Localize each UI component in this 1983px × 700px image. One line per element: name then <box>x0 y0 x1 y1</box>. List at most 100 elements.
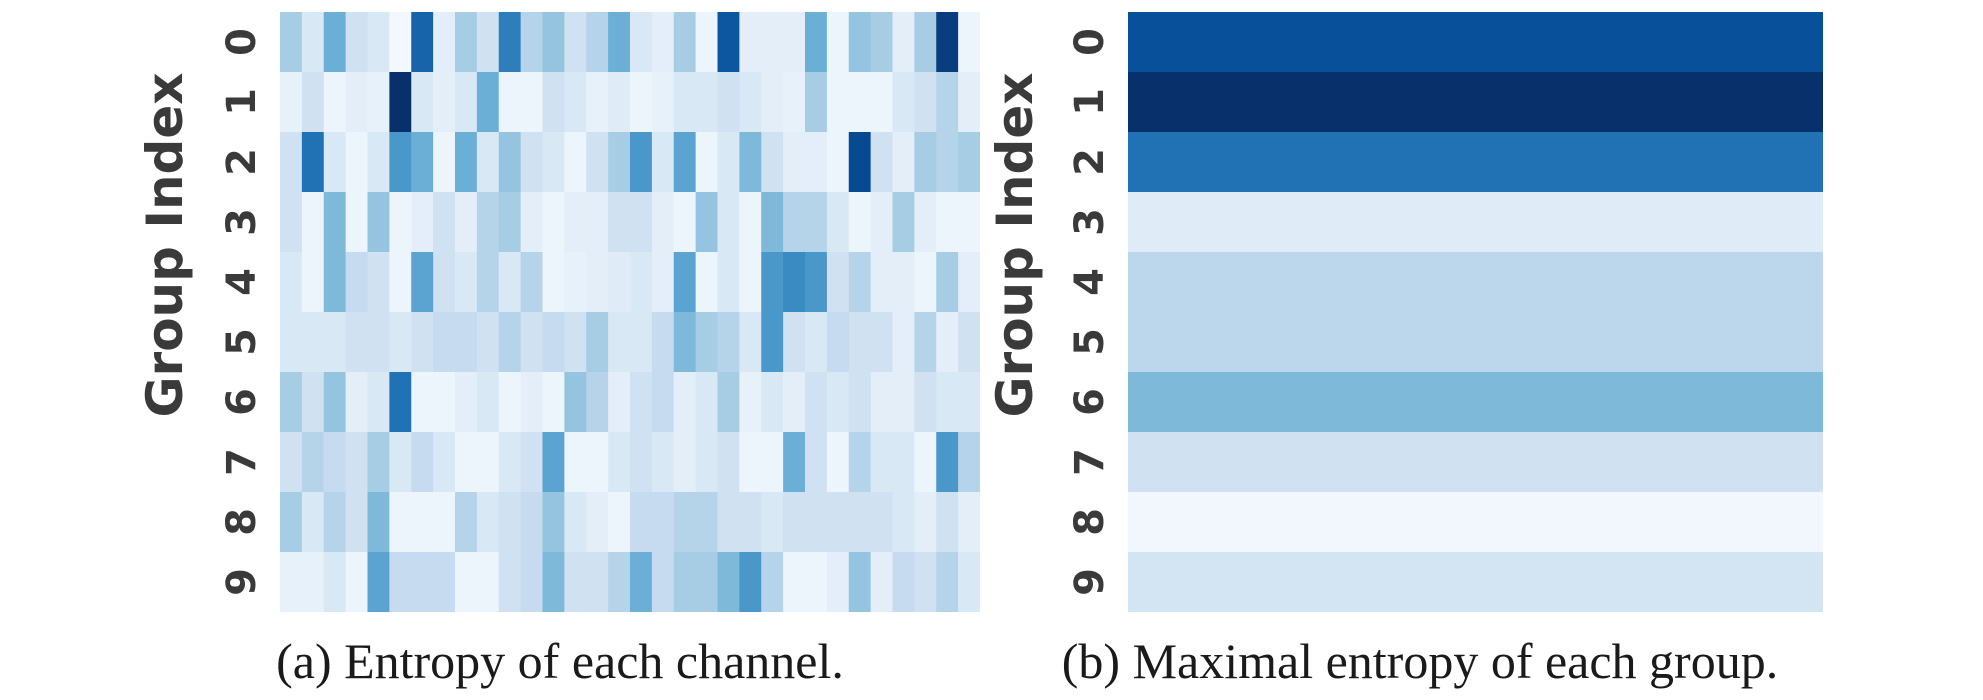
caption-a: (a) Entropy of each channel. <box>276 633 844 689</box>
heatmap-cell <box>673 252 697 313</box>
heatmap-cell <box>673 552 697 612</box>
heatmap-cell <box>870 252 894 313</box>
heatmap-cell <box>411 492 434 553</box>
heatmap-cell <box>389 132 412 193</box>
heatmap-row <box>1128 552 1823 612</box>
heatmap-cell <box>958 372 980 433</box>
heatmap-cell <box>433 252 456 313</box>
heatmap-cell <box>455 12 478 73</box>
heatmap-cell <box>345 252 369 313</box>
heatmap-cell <box>914 432 937 493</box>
heatmap-cell <box>389 192 412 253</box>
heatmap-cell <box>520 372 544 433</box>
heatmap-cell <box>564 192 587 253</box>
heatmap-cell <box>739 432 762 493</box>
y-tick-label: 6 <box>1067 388 1113 416</box>
heatmap-cell <box>717 192 740 253</box>
heatmap-cell <box>826 312 850 373</box>
heatmap-cell <box>651 192 675 253</box>
heatmap-cell <box>651 372 675 433</box>
heatmap-cell <box>783 192 806 253</box>
heatmap-cell <box>367 552 390 612</box>
heatmap-cell <box>498 72 522 133</box>
heatmap-cell <box>608 192 631 253</box>
heatmap-cell <box>367 192 390 253</box>
heatmap-cell <box>826 492 850 553</box>
heatmap-cell <box>564 12 587 73</box>
heatmap-cell <box>542 432 565 493</box>
heatmap-cell <box>673 432 697 493</box>
heatmap-cell <box>695 72 719 133</box>
heatmap-cell <box>564 312 587 373</box>
heatmap-cell <box>586 192 609 253</box>
heatmap-cell <box>673 492 697 553</box>
heatmap-cell <box>455 492 478 553</box>
heatmap-cell <box>564 432 587 493</box>
heatmap-cell <box>455 192 478 253</box>
heatmap-cell <box>958 72 980 133</box>
heatmap-cell <box>608 72 631 133</box>
panel-channel-entropy: Group Index 0 1 2 3 4 5 6 7 8 9 (a) Entropy of ea… <box>136 0 990 700</box>
heatmap-cell <box>805 132 828 193</box>
heatmap-cell <box>651 492 675 553</box>
heatmap-cell <box>498 12 522 73</box>
heatmap-cell <box>367 312 390 373</box>
y-tick-label: 3 <box>219 208 265 236</box>
heatmap-cell <box>870 552 894 612</box>
heatmap-cell <box>498 432 522 493</box>
heatmap-cell <box>564 132 587 193</box>
heatmap-cell <box>520 72 544 133</box>
heatmap-cell <box>914 552 937 612</box>
heatmap-cell <box>389 312 412 373</box>
heatmap-cell <box>630 132 653 193</box>
heatmap-cell <box>411 192 434 253</box>
heatmap-cell <box>301 552 325 612</box>
heatmap-row <box>1128 192 1823 253</box>
heatmap-cell <box>323 492 347 553</box>
heatmap-cell <box>717 12 740 73</box>
heatmap-cell <box>695 492 719 553</box>
heatmap-cell <box>739 72 762 133</box>
heatmap-cell <box>455 72 478 133</box>
heatmap-cell <box>761 492 784 553</box>
heatmap-cell <box>870 192 894 253</box>
heatmap-cell <box>958 552 980 612</box>
heatmap-cell <box>389 552 412 612</box>
heatmap-cell <box>826 372 850 433</box>
y-tick-label: 1 <box>1067 88 1113 116</box>
heatmap-cell <box>892 192 915 253</box>
heatmap-cell <box>498 552 522 612</box>
heatmap-cell <box>280 372 303 433</box>
y-tick-label: 9 <box>1067 568 1113 596</box>
heatmap-cell <box>280 72 303 133</box>
heatmap-cell <box>783 432 806 493</box>
heatmap-cell <box>783 12 806 73</box>
heatmap-cell <box>651 312 675 373</box>
heatmap-cell <box>630 492 653 553</box>
y-tick-label: 0 <box>1067 28 1113 56</box>
y-axis-label: Group Index <box>986 72 1044 418</box>
heatmap-cell <box>892 252 915 313</box>
heatmap-cell <box>761 432 784 493</box>
heatmap-cell <box>323 552 347 612</box>
heatmap-cell <box>345 492 369 553</box>
heatmap-cell <box>892 312 915 373</box>
heatmap-cell <box>805 312 828 373</box>
heatmap-cell <box>455 552 478 612</box>
heatmap-cell <box>695 132 719 193</box>
heatmap-cell <box>761 252 784 313</box>
caption-b: (b) Maximal entropy of each group. <box>1061 633 1779 689</box>
y-tick-label: 1 <box>219 88 265 116</box>
heatmap-cell <box>323 432 347 493</box>
heatmap-cell <box>892 432 915 493</box>
heatmap-cell <box>411 252 434 313</box>
heatmap-cell <box>695 252 719 313</box>
heatmap-cell <box>717 492 740 553</box>
heatmap-cell <box>848 252 872 313</box>
heatmap-cell <box>826 192 850 253</box>
heatmap-cell <box>411 132 434 193</box>
heatmap-cell <box>411 552 434 612</box>
heatmap-cell <box>936 432 959 493</box>
heatmap-cell <box>826 552 850 612</box>
heatmap-cell <box>301 192 325 253</box>
